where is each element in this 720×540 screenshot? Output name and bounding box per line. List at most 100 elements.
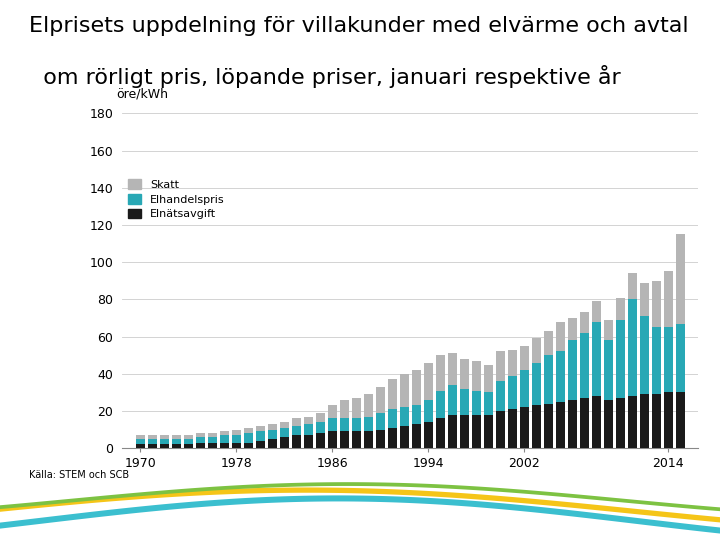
Bar	[628, 273, 637, 299]
Bar	[604, 340, 613, 400]
Bar	[232, 430, 241, 435]
Bar	[568, 340, 577, 400]
Bar	[172, 439, 181, 444]
Bar	[484, 364, 493, 393]
Bar	[280, 422, 289, 428]
Bar	[556, 322, 565, 352]
Bar	[280, 437, 289, 448]
Bar	[304, 435, 313, 448]
Bar	[676, 393, 685, 448]
Bar	[424, 422, 433, 448]
Bar	[148, 439, 157, 444]
Bar	[676, 234, 685, 323]
Bar	[460, 359, 469, 389]
Bar	[580, 398, 589, 448]
Bar	[184, 439, 193, 444]
Bar	[424, 363, 433, 400]
Bar	[604, 320, 613, 340]
Bar	[316, 413, 325, 422]
Bar	[400, 374, 409, 407]
Bar	[364, 431, 373, 448]
Bar	[544, 331, 553, 355]
Bar	[316, 433, 325, 448]
Bar	[220, 443, 229, 448]
Bar	[544, 403, 553, 448]
Bar	[628, 396, 637, 448]
Bar	[244, 428, 253, 433]
Bar	[292, 435, 301, 448]
Bar	[508, 349, 517, 376]
Bar	[472, 361, 481, 390]
Text: Källa: STEM och SCB: Källa: STEM och SCB	[29, 470, 129, 480]
Bar	[304, 416, 313, 424]
Bar	[664, 272, 673, 327]
Bar	[676, 323, 685, 393]
Bar	[460, 389, 469, 415]
Bar	[220, 435, 229, 443]
Bar	[424, 400, 433, 422]
Bar	[436, 355, 445, 390]
Bar	[208, 433, 217, 437]
Bar	[316, 422, 325, 433]
Bar	[496, 352, 505, 381]
Bar	[520, 346, 529, 370]
Bar	[220, 431, 229, 435]
Bar	[484, 393, 493, 415]
Bar	[640, 282, 649, 316]
Bar	[616, 320, 625, 398]
Bar	[616, 398, 625, 448]
Bar	[328, 418, 337, 431]
Bar	[256, 441, 265, 448]
Bar	[352, 431, 361, 448]
Bar	[376, 387, 385, 413]
Bar	[532, 363, 541, 406]
Bar	[628, 299, 637, 396]
Bar	[268, 430, 277, 439]
Bar	[148, 435, 157, 439]
Bar	[196, 443, 205, 448]
Bar	[640, 316, 649, 394]
Bar	[412, 424, 421, 448]
Bar	[244, 433, 253, 443]
Bar	[292, 418, 301, 426]
Bar	[616, 298, 625, 320]
Bar	[328, 431, 337, 448]
Bar	[592, 396, 601, 448]
Bar	[340, 400, 349, 419]
Bar	[412, 406, 421, 424]
Bar	[304, 424, 313, 435]
Bar	[388, 380, 397, 409]
Bar	[400, 426, 409, 448]
Bar	[652, 394, 661, 448]
Bar	[652, 281, 661, 327]
Bar	[232, 443, 241, 448]
Bar	[136, 444, 145, 448]
Text: om rörligt pris, löpande priser, januari respektive år: om rörligt pris, löpande priser, januari…	[29, 65, 621, 88]
Bar	[652, 327, 661, 394]
Bar	[604, 400, 613, 448]
Bar	[496, 411, 505, 448]
Bar	[544, 355, 553, 403]
Bar	[232, 435, 241, 443]
Bar	[184, 444, 193, 448]
Text: Elprisets uppdelning för villakunder med elvärme och avtal: Elprisets uppdelning för villakunder med…	[29, 16, 688, 36]
Bar	[352, 418, 361, 431]
Bar	[520, 407, 529, 448]
Bar	[388, 409, 397, 428]
Bar	[592, 322, 601, 396]
Bar	[376, 413, 385, 430]
Bar	[508, 409, 517, 448]
Bar	[256, 426, 265, 431]
Bar	[532, 339, 541, 363]
Bar	[448, 353, 457, 385]
Bar	[136, 435, 145, 439]
Bar	[256, 431, 265, 441]
Bar	[340, 431, 349, 448]
Bar	[364, 394, 373, 416]
Bar	[556, 352, 565, 402]
Bar	[364, 416, 373, 431]
Bar	[376, 430, 385, 448]
Bar	[568, 400, 577, 448]
Bar	[292, 426, 301, 435]
Bar	[472, 390, 481, 415]
